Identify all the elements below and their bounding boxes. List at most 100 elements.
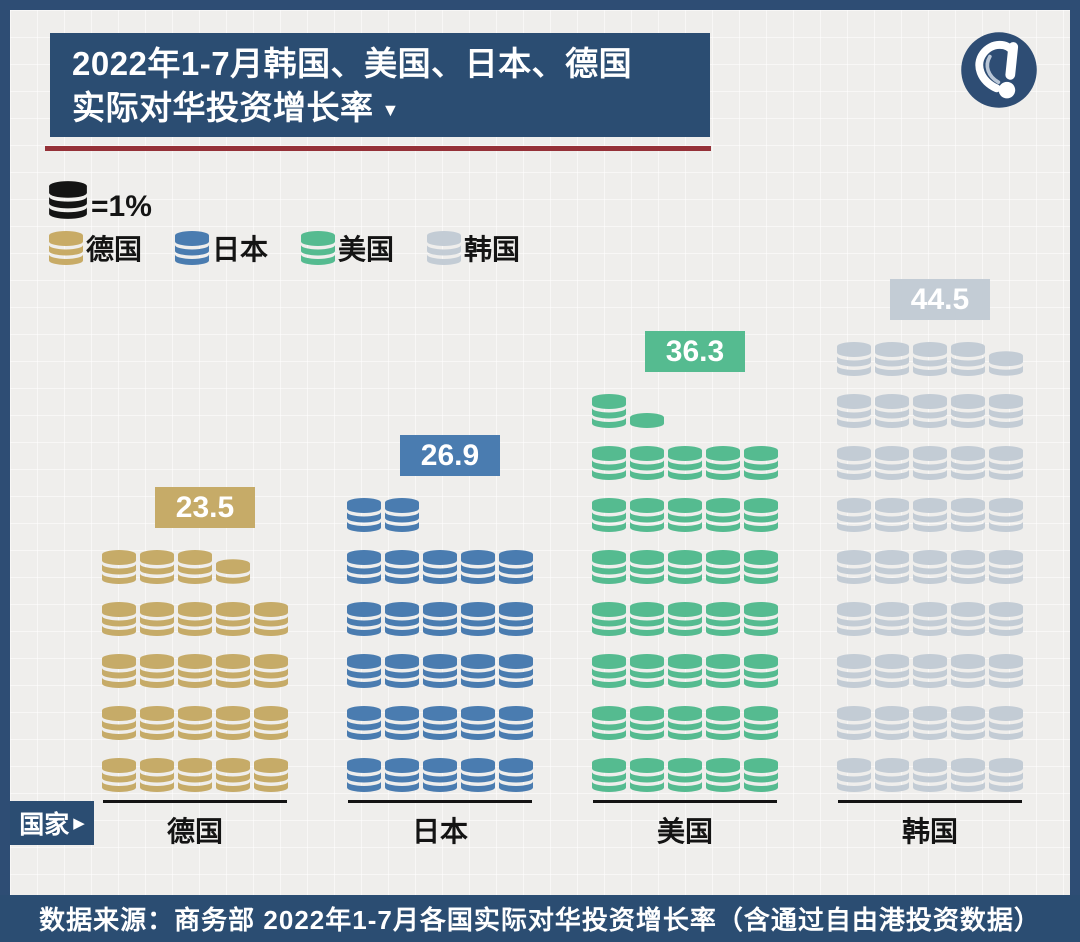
coin-row	[345, 740, 535, 792]
coin-column-德国	[100, 532, 290, 792]
coin-stack	[497, 636, 535, 688]
coin-stack-icon	[630, 706, 664, 740]
coin-stack-icon	[216, 602, 250, 636]
coin-stack-icon	[744, 706, 778, 740]
coin-stack-icon	[913, 498, 947, 532]
coin-stack-icon	[744, 654, 778, 688]
category-label-美国: 美国	[656, 816, 713, 847]
coin-row	[590, 376, 780, 428]
legend-unit: =1%	[48, 181, 152, 224]
coin-stack	[911, 740, 949, 792]
coin-stack-icon	[951, 550, 985, 584]
coin-stack-icon	[989, 394, 1023, 428]
coin-stack-icon	[347, 602, 381, 636]
partial-coin-stack	[628, 376, 666, 428]
coin-stack-icon	[385, 550, 419, 584]
coin-stack-icon	[385, 498, 419, 532]
coin-stack-icon	[347, 498, 381, 532]
page-title-line2: 实际对华投资增长率 ▼	[72, 89, 400, 126]
coin-row	[835, 532, 1025, 584]
coin-stack	[704, 480, 742, 532]
coin-stack-icon	[592, 602, 626, 636]
coin-stack-icon	[913, 758, 947, 792]
coin-stack-icon	[837, 758, 871, 792]
coin-stack	[421, 636, 459, 688]
coin-stack-icon	[951, 394, 985, 428]
coin-stack	[911, 324, 949, 376]
coin-stack	[628, 428, 666, 480]
coin-stack-icon	[668, 446, 702, 480]
coin-stack-icon	[913, 706, 947, 740]
coin-column-日本	[345, 480, 535, 792]
coin-stack	[873, 584, 911, 636]
coin-stack	[987, 532, 1025, 584]
coin-stack-icon	[630, 602, 664, 636]
coin-stack	[345, 480, 383, 532]
coin-stack	[252, 636, 290, 688]
coin-stack	[911, 636, 949, 688]
page-title-line1: 2022年1-7月韩国、美国、日本、德国	[72, 45, 633, 82]
coin-stack	[873, 376, 911, 428]
coin-stack-icon	[423, 654, 457, 688]
axis-line	[103, 800, 287, 803]
coin-stack	[949, 584, 987, 636]
partial-coin-stack	[987, 324, 1025, 376]
coin-stack	[873, 324, 911, 376]
coin-row	[835, 428, 1025, 480]
coin-stack	[214, 740, 252, 792]
coin-stack-icon	[630, 498, 664, 532]
coin-stack-icon	[427, 231, 462, 265]
coin-stack	[100, 636, 138, 688]
coin-stack-icon	[989, 706, 1023, 740]
category-label-韩国: 韩国	[901, 816, 958, 847]
coin-stack	[383, 584, 421, 636]
coin-stack	[628, 636, 666, 688]
coin-stack-icon	[102, 758, 136, 792]
coin-stack	[383, 636, 421, 688]
coin-stack-icon	[951, 758, 985, 792]
coin-stack-icon	[875, 706, 909, 740]
coin-stack-icon	[347, 654, 381, 688]
coin-stack	[628, 740, 666, 792]
coin-stack-icon	[837, 706, 871, 740]
coin-stack-icon	[989, 351, 1023, 376]
legend-item-德国: 德国	[48, 228, 142, 268]
legend-item-label: 韩国	[464, 234, 521, 265]
coin-stack-icon	[140, 654, 174, 688]
coin-stack	[949, 532, 987, 584]
coin-stack-icon	[837, 602, 871, 636]
coin-stack	[590, 636, 628, 688]
coin-stack	[590, 532, 628, 584]
coin-stack-icon	[630, 758, 664, 792]
coin-stack-icon	[216, 559, 250, 584]
coin-stack	[704, 740, 742, 792]
coin-stack-icon	[499, 654, 533, 688]
coin-stack	[987, 428, 1025, 480]
coin-row	[345, 636, 535, 688]
coin-stack	[100, 688, 138, 740]
coin-stack-icon	[668, 758, 702, 792]
coin-stack	[666, 584, 704, 636]
coin-stack-icon	[951, 446, 985, 480]
coin-stack-icon	[744, 758, 778, 792]
coin-stack	[911, 532, 949, 584]
coin-stack-icon	[837, 654, 871, 688]
legend-item-美国: 美国	[300, 228, 394, 268]
coin-row	[590, 740, 780, 792]
coin-stack	[214, 636, 252, 688]
coin-stack-icon	[175, 231, 210, 265]
coin-stack	[252, 584, 290, 636]
coin-stack	[214, 584, 252, 636]
coin-stack-icon	[706, 706, 740, 740]
coin-stack	[949, 428, 987, 480]
coin-row	[590, 428, 780, 480]
coin-stack-icon	[744, 602, 778, 636]
x-axis-title: 国家 ▶	[10, 801, 94, 845]
coin-stack	[138, 740, 176, 792]
coin-stack	[835, 376, 873, 428]
coin-stack-icon	[347, 550, 381, 584]
coin-stack	[742, 532, 780, 584]
coin-stack	[590, 584, 628, 636]
coin-stack	[835, 480, 873, 532]
